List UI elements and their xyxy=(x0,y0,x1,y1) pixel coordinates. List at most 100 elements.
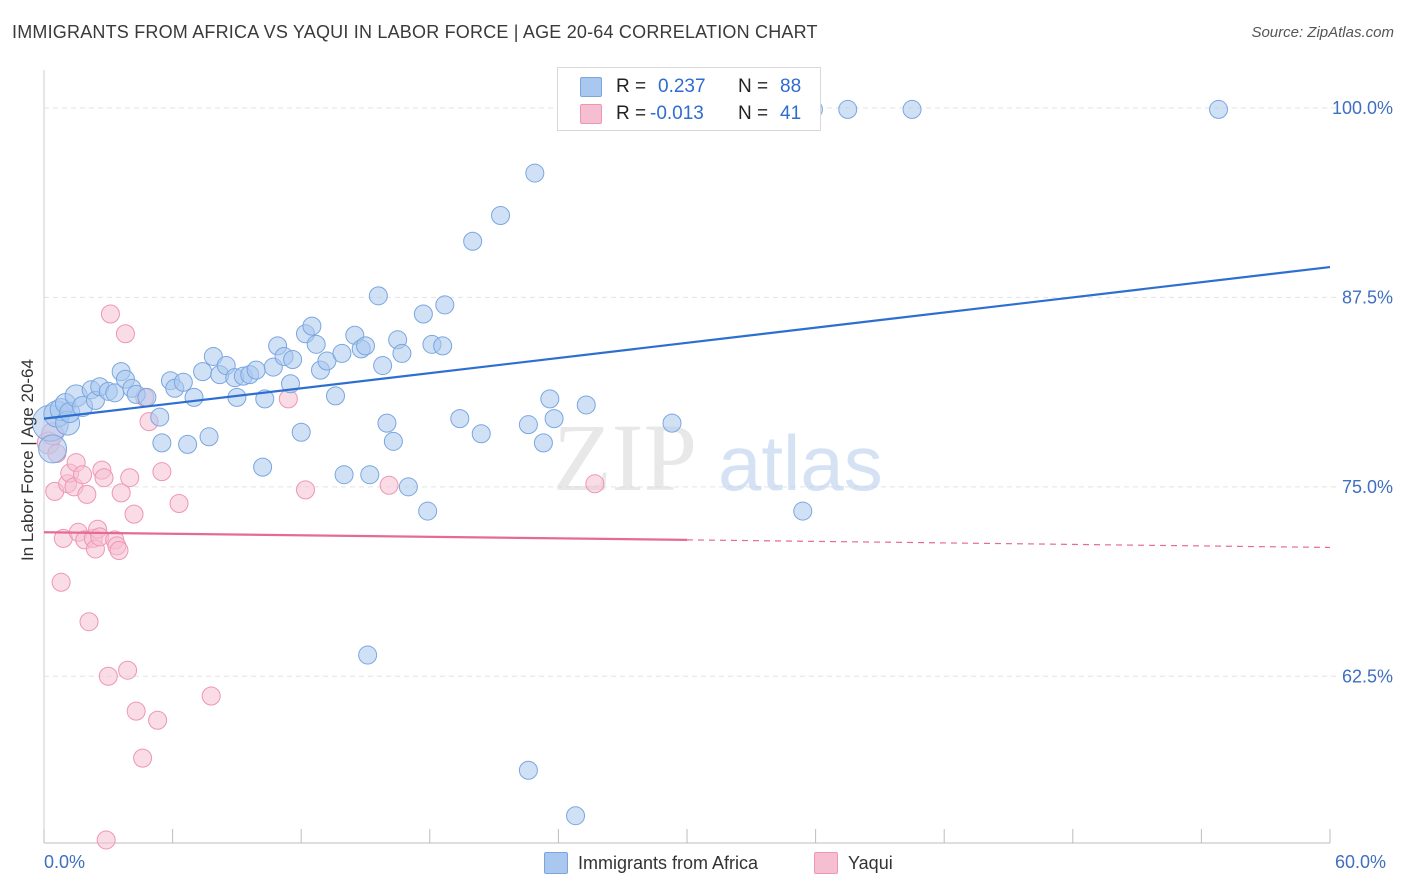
africa-point xyxy=(576,395,596,415)
yaqui-point xyxy=(94,468,114,488)
africa-point xyxy=(334,465,354,485)
source-label: Source: ZipAtlas.com xyxy=(1251,24,1394,41)
legend-swatch-yaqui xyxy=(580,104,602,124)
chart-title: IMMIGRANTS FROM AFRICA VS YAQUI IN LABOR… xyxy=(12,22,818,42)
africa-point xyxy=(418,501,438,521)
africa-point xyxy=(178,434,198,454)
africa-point xyxy=(332,343,352,363)
legend-row-yaqui: R = -0.013 N = 41 xyxy=(580,101,801,127)
zipatlas-watermark: ZIP atlas xyxy=(553,404,883,511)
africa-point xyxy=(450,409,470,429)
yaqui-point xyxy=(109,540,129,560)
africa-point xyxy=(566,806,586,826)
y-tick-label: 62.5% xyxy=(1342,666,1393,686)
legend-r-label: R = xyxy=(616,76,647,97)
bottom-legend-swatch-yaqui xyxy=(814,852,838,874)
x-tick-label-min: 0.0% xyxy=(44,852,86,872)
africa-point xyxy=(150,407,170,427)
yaqui-point xyxy=(73,465,93,485)
africa-point xyxy=(540,389,560,409)
yaqui-point xyxy=(585,474,605,494)
legend-r-value: -0.013 xyxy=(650,103,704,124)
africa-point xyxy=(199,427,219,447)
africa-point xyxy=(435,295,455,315)
yaqui-point xyxy=(201,686,221,706)
africa-point xyxy=(518,760,538,780)
yaqui-point xyxy=(379,475,399,495)
y-tick-label: 87.5% xyxy=(1342,287,1393,307)
yaqui-point xyxy=(111,483,131,503)
africa-point xyxy=(173,372,193,392)
yaqui-point xyxy=(152,462,172,482)
africa-point xyxy=(377,413,397,433)
africa-point xyxy=(392,343,412,363)
legend-swatch-africa xyxy=(580,77,602,97)
legend-n-value: 88 xyxy=(780,76,802,97)
yaqui-trend-extension xyxy=(686,539,1331,549)
africa-trend-line xyxy=(43,265,1331,420)
yaqui-point xyxy=(124,504,144,524)
africa-point xyxy=(471,424,491,444)
africa-point xyxy=(373,356,393,376)
africa-point xyxy=(383,431,403,451)
bottom-legend-swatch-africa xyxy=(544,852,568,874)
axes xyxy=(43,70,1331,844)
bottom-legend-label-africa: Immigrants from Africa xyxy=(578,852,759,873)
africa-point xyxy=(360,465,380,485)
africa-point xyxy=(902,99,922,119)
africa-point xyxy=(193,362,213,382)
yaqui-point xyxy=(115,324,135,344)
yaqui-point xyxy=(295,480,315,500)
africa-point xyxy=(1209,99,1229,119)
yaqui-points xyxy=(36,304,605,850)
africa-point xyxy=(38,434,68,464)
legend-n-label: N = xyxy=(738,76,769,97)
y-axis-label: In Labor Force | Age 20-64 xyxy=(18,359,37,561)
africa-point xyxy=(533,433,553,453)
africa-point xyxy=(518,415,538,435)
yaqui-point xyxy=(51,572,71,592)
yaqui-point xyxy=(100,304,120,324)
africa-point xyxy=(491,206,511,226)
legend-n-label: N = xyxy=(738,103,769,124)
yaqui-point xyxy=(148,710,168,730)
africa-point xyxy=(358,645,378,665)
y-tick-label: 100.0% xyxy=(1332,98,1393,118)
africa-point xyxy=(246,360,266,380)
africa-point xyxy=(203,346,223,366)
africa-point xyxy=(525,163,545,183)
africa-point xyxy=(291,422,311,442)
y-tick-labels: 100.0% 87.5% 75.0% 62.5% xyxy=(1332,98,1393,686)
yaqui-point xyxy=(169,493,189,513)
africa-point xyxy=(368,286,388,306)
africa-point xyxy=(356,336,375,356)
africa-point xyxy=(325,386,345,406)
y-tick-label: 75.0% xyxy=(1342,477,1393,497)
yaqui-point xyxy=(77,484,97,504)
africa-point xyxy=(463,231,483,251)
legend-n-value: 41 xyxy=(780,103,802,124)
bottom-legend-label-yaqui: Yaqui xyxy=(848,852,893,873)
legend-r-label: R = xyxy=(616,103,647,124)
africa-point xyxy=(253,457,273,477)
yaqui-point xyxy=(118,660,138,680)
watermark-atlas: atlas xyxy=(718,419,883,507)
africa-point xyxy=(793,501,813,521)
africa-point xyxy=(283,349,303,369)
x-tick-label-max: 60.0% xyxy=(1335,852,1387,872)
africa-point xyxy=(302,316,322,336)
legend-row-africa: R = 0.237 N = 88 xyxy=(580,74,801,100)
yaqui-point xyxy=(98,666,118,686)
legend-r-value: 0.237 xyxy=(658,76,706,97)
yaqui-point xyxy=(133,748,153,768)
africa-point xyxy=(137,387,157,407)
africa-point xyxy=(255,389,275,409)
africa-point xyxy=(433,336,453,356)
africa-point xyxy=(413,304,433,324)
trend-lines xyxy=(43,265,1331,549)
africa-point xyxy=(152,433,172,453)
africa-point xyxy=(662,413,682,433)
yaqui-point xyxy=(120,468,140,488)
africa-points xyxy=(31,99,1229,826)
yaqui-point xyxy=(126,701,146,721)
